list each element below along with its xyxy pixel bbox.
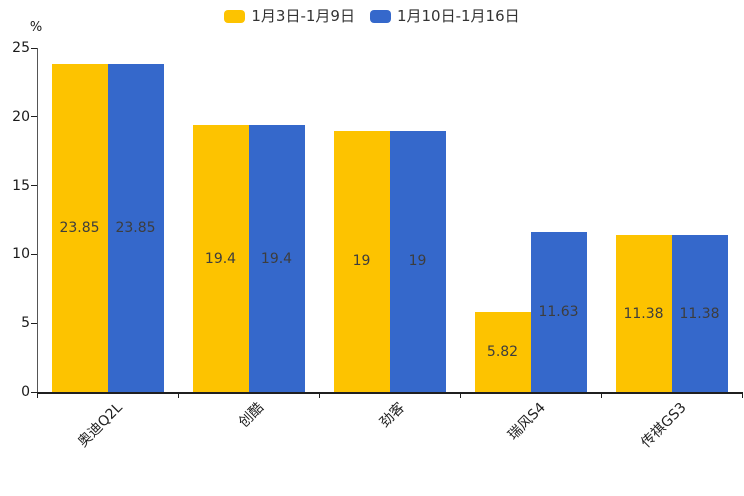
x-tick-mark xyxy=(460,392,461,398)
x-tick-mark xyxy=(742,392,743,398)
x-tick-mark xyxy=(178,392,179,398)
x-tick-mark xyxy=(319,392,320,398)
y-tick-mark xyxy=(31,322,37,324)
bar-week2-奥迪Q2L xyxy=(107,63,164,392)
y-tick-label: 0 xyxy=(21,384,30,400)
y-tick-label: 20 xyxy=(12,108,30,125)
bar-week1-瑞风S4 xyxy=(474,311,531,392)
x-category-label: 瑞风S4 xyxy=(504,399,549,444)
plot-area xyxy=(37,48,743,394)
bar-value-label: 11.38 xyxy=(623,305,664,322)
bar-week2-传祺GS3 xyxy=(671,235,728,392)
y-tick-mark xyxy=(31,47,37,49)
bar-week1-创酷 xyxy=(192,125,249,392)
y-tick-mark xyxy=(31,185,37,187)
bar-value-label: 23.85 xyxy=(115,219,156,236)
y-tick-mark xyxy=(31,391,37,393)
bar-value-label: 19 xyxy=(408,253,427,270)
legend-swatch-week2-icon xyxy=(369,9,391,23)
legend-item-week1[interactable]: 1月3日-1月9日 xyxy=(224,6,355,26)
x-category-label: 创酷 xyxy=(235,399,267,431)
x-category-label: 劲客 xyxy=(376,399,408,431)
x-tick-mark xyxy=(37,392,38,398)
legend-label-week2: 1月10日-1月16日 xyxy=(396,7,520,25)
bar-value-label: 11.63 xyxy=(538,303,579,320)
x-category-label: 奥迪Q2L xyxy=(74,399,126,451)
legend-item-week2[interactable]: 1月10日-1月16日 xyxy=(369,6,520,26)
bar-week1-传祺GS3 xyxy=(615,235,672,392)
y-tick-mark xyxy=(31,253,37,255)
x-category-label: 传祺GS3 xyxy=(638,399,690,452)
bar-week2-劲客 xyxy=(389,130,446,392)
bar-week1-劲客 xyxy=(333,130,390,392)
y-axis-unit-label: % xyxy=(29,20,43,35)
bar-value-label: 19 xyxy=(352,253,371,270)
y-tick-label: 25 xyxy=(12,40,30,56)
x-tick-mark xyxy=(601,392,602,398)
bar-value-label: 11.38 xyxy=(679,305,720,322)
y-tick-label: 5 xyxy=(21,315,30,332)
bar-value-label: 23.85 xyxy=(59,219,100,236)
bar-value-label: 19.4 xyxy=(204,250,237,267)
bar-value-label: 5.82 xyxy=(486,343,519,360)
legend-label-week1: 1月3日-1月9日 xyxy=(251,7,355,25)
y-tick-label: 15 xyxy=(12,177,30,194)
bar-week2-创酷 xyxy=(248,125,305,392)
y-tick-mark xyxy=(31,116,37,118)
bar-value-label: 19.4 xyxy=(260,250,293,267)
bar-week1-奥迪Q2L xyxy=(51,63,108,392)
bar-week2-瑞风S4 xyxy=(530,231,587,392)
y-tick-label: 10 xyxy=(12,246,30,263)
legend: 1月3日-1月9日 1月10日-1月16日 xyxy=(0,6,744,26)
legend-swatch-week1-icon xyxy=(224,9,246,23)
